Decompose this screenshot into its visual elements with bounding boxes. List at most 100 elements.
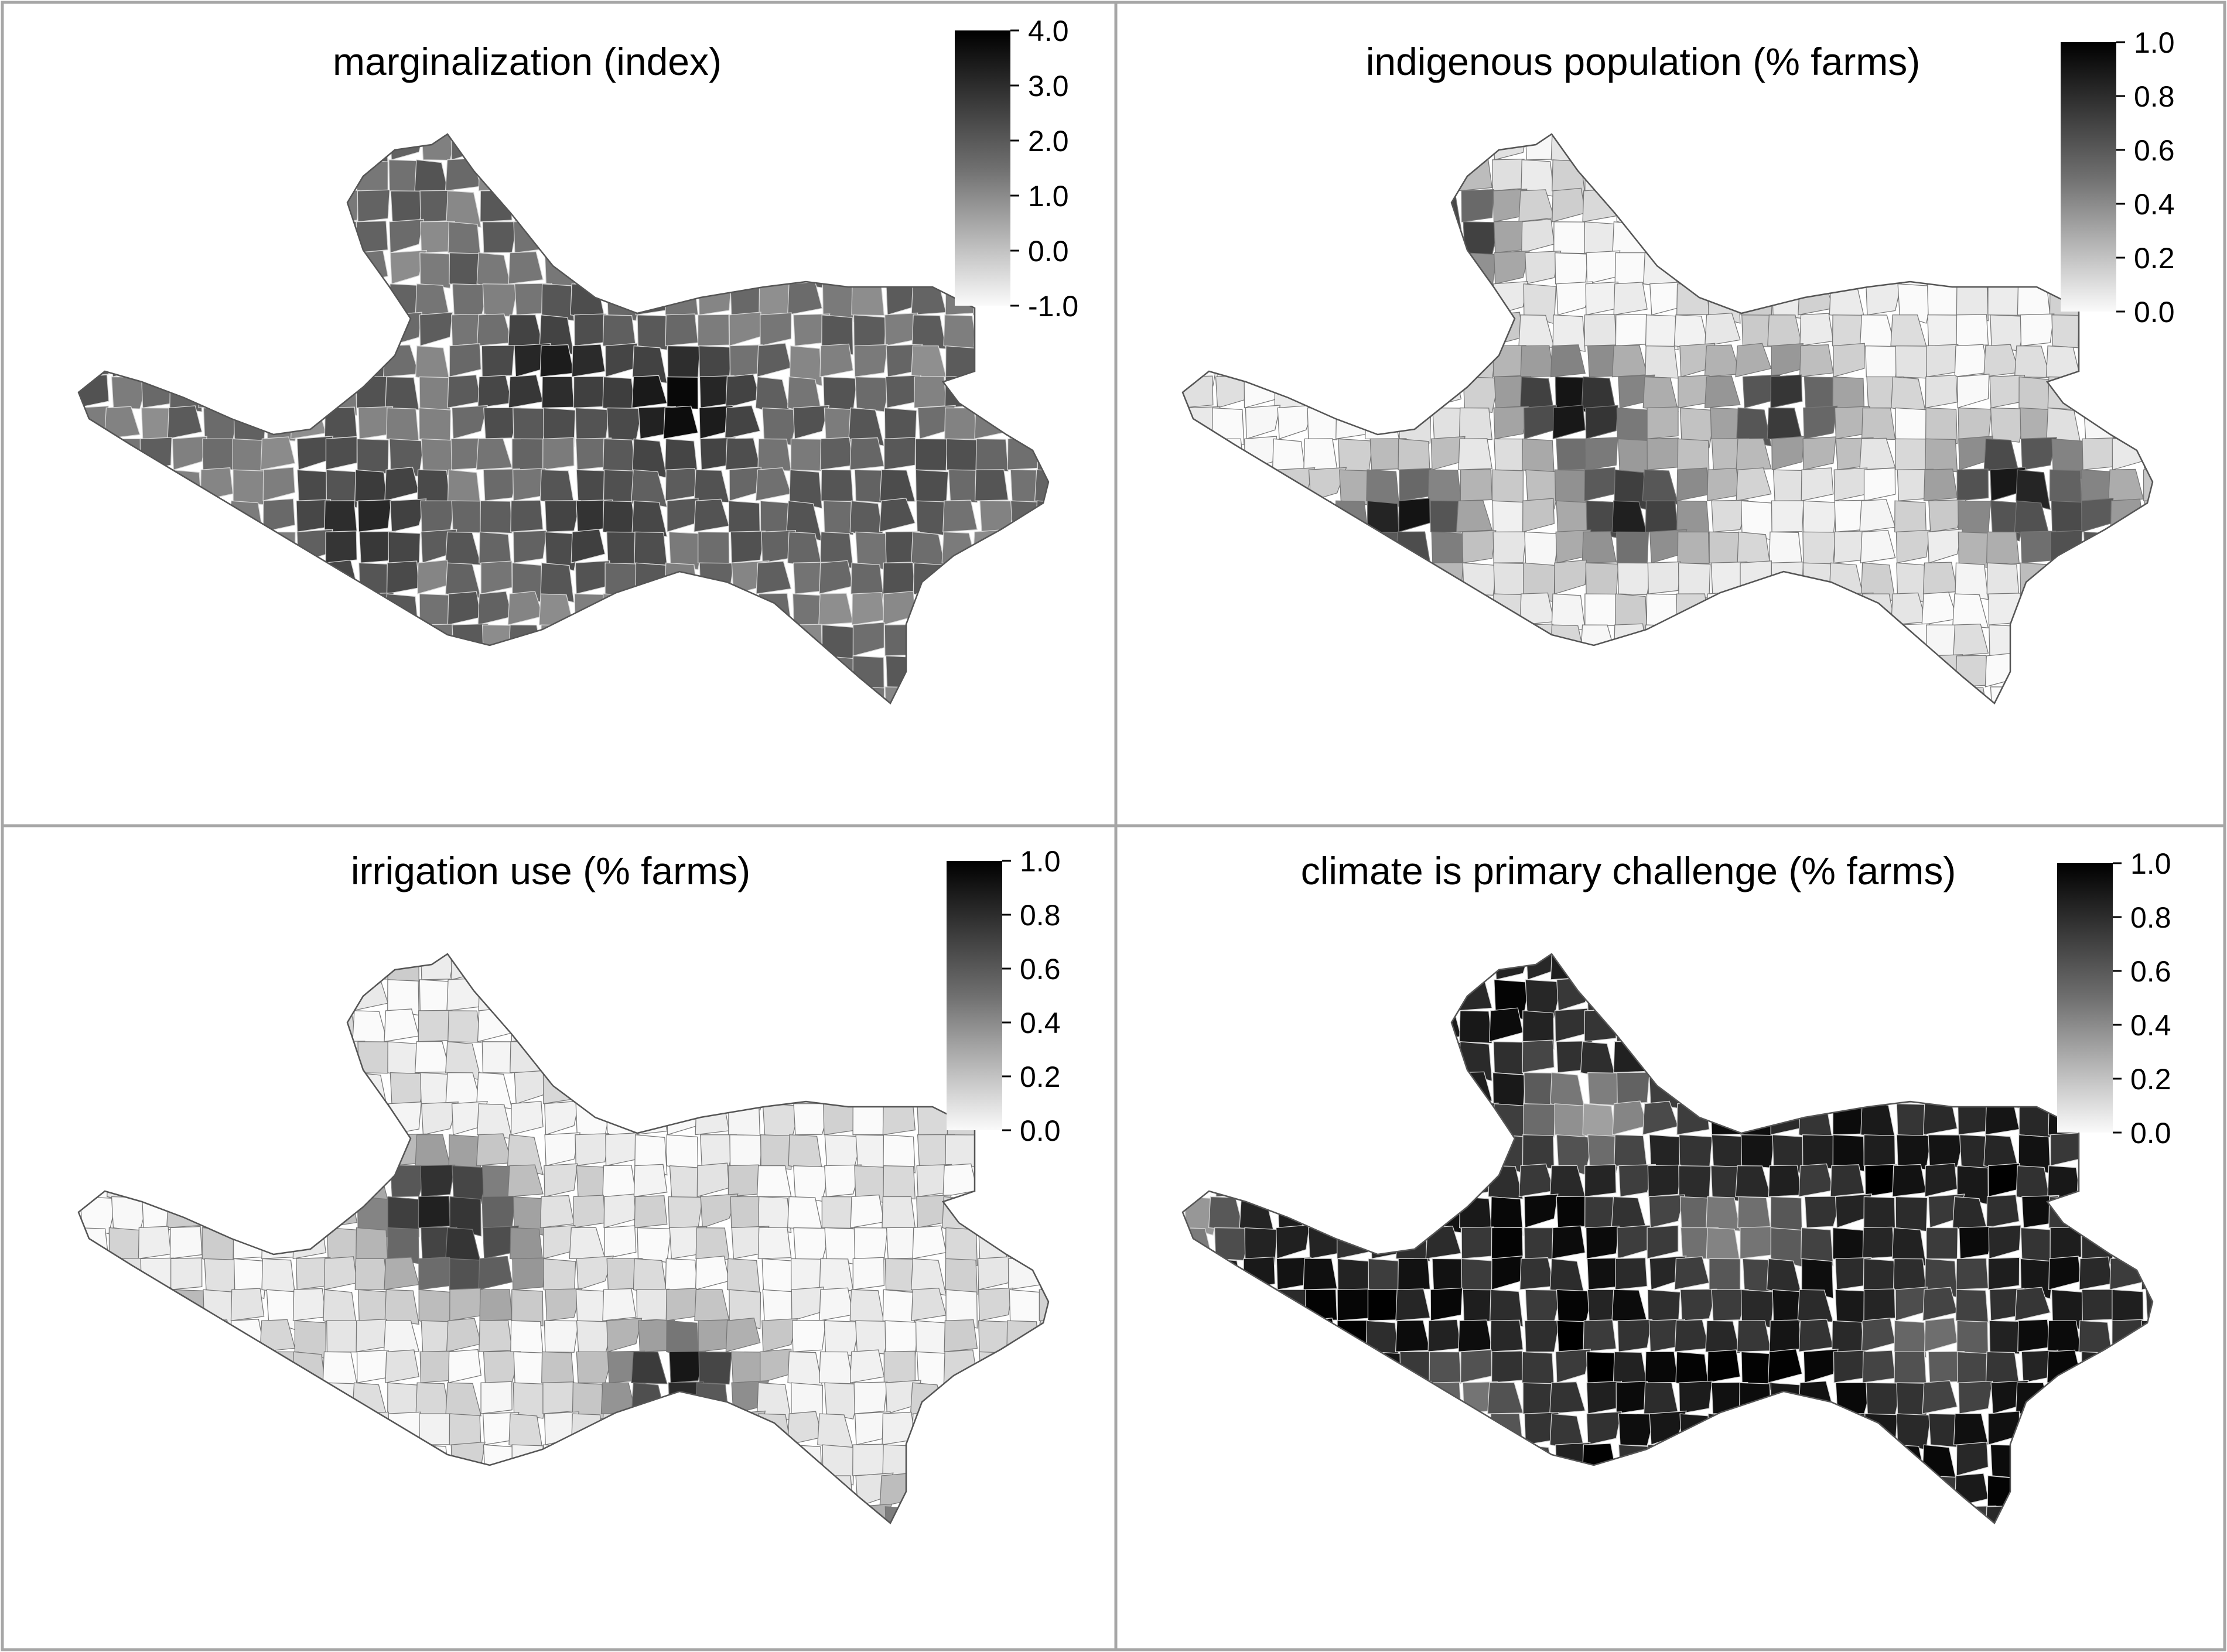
municipality-polygon — [197, 159, 234, 192]
municipality-polygon — [978, 1381, 1013, 1414]
municipality-polygon — [1427, 1319, 1462, 1353]
municipality-polygon — [757, 1196, 792, 1233]
municipality-polygon — [78, 283, 110, 324]
municipality-polygon — [2082, 1444, 2118, 1480]
municipality-polygon — [1554, 559, 1587, 595]
municipality-polygon — [1245, 530, 1282, 563]
municipality-polygon — [1036, 747, 1070, 779]
municipality-polygon — [849, 1349, 885, 1383]
municipality-polygon — [383, 1320, 420, 1352]
municipality-polygon — [2140, 747, 2174, 780]
municipality-polygon — [885, 1568, 918, 1600]
municipality-polygon — [2077, 686, 2113, 703]
municipality-polygon — [326, 1134, 360, 1173]
municipality-polygon — [1073, 685, 1111, 718]
municipality-polygon — [80, 1320, 119, 1354]
municipality-polygon — [1741, 190, 1778, 230]
municipality-polygon — [1210, 1010, 1245, 1048]
municipality-polygon — [418, 1010, 450, 1042]
municipality-polygon — [824, 1164, 862, 1198]
municipality-polygon — [663, 405, 699, 440]
municipality-polygon — [1584, 467, 1617, 502]
municipality-polygon — [793, 220, 831, 254]
municipality-polygon — [229, 134, 265, 160]
municipality-polygon — [1369, 1506, 1405, 1523]
municipality-polygon — [1244, 1569, 1275, 1607]
municipality-polygon — [513, 530, 548, 563]
municipality-polygon — [203, 1072, 241, 1105]
municipality-polygon — [199, 1535, 233, 1569]
municipality-polygon — [1182, 1071, 1214, 1104]
municipality-polygon — [2079, 1256, 2113, 1291]
municipality-polygon — [2139, 559, 2153, 594]
municipality-polygon — [726, 749, 760, 784]
municipality-polygon — [1492, 159, 1525, 191]
municipality-polygon — [1958, 1226, 1995, 1260]
municipality-polygon — [1987, 283, 2020, 316]
municipality-polygon — [818, 593, 854, 625]
municipality-polygon — [1490, 684, 1524, 703]
municipality-polygon — [602, 1165, 637, 1198]
municipality-polygon — [1829, 1474, 1865, 1507]
municipality-polygon — [78, 1227, 110, 1263]
municipality-polygon — [1677, 531, 1710, 564]
municipality-polygon — [1401, 1070, 1438, 1104]
municipality-polygon — [1586, 500, 1621, 538]
municipality-polygon — [105, 156, 141, 191]
municipality-polygon — [727, 1164, 761, 1198]
municipality-polygon — [1959, 1070, 1996, 1104]
municipality-polygon — [1520, 1475, 1555, 1507]
municipality-polygon — [915, 953, 948, 986]
municipality-polygon — [695, 1256, 730, 1291]
municipality-polygon — [1954, 344, 1989, 378]
municipality-polygon — [973, 654, 1009, 688]
municipality-polygon — [325, 1473, 358, 1507]
municipality-polygon — [1865, 345, 1900, 379]
municipality-polygon — [1736, 593, 1772, 632]
municipality-polygon — [698, 282, 732, 316]
municipality-polygon — [2083, 407, 2122, 441]
municipality-polygon — [109, 190, 143, 223]
map-fill-indigenous — [1182, 134, 2174, 780]
municipality-polygon — [514, 159, 551, 196]
municipality-polygon — [694, 498, 730, 533]
municipality-polygon — [136, 1041, 172, 1073]
municipality-polygon — [1458, 1319, 1493, 1353]
municipality-polygon — [696, 1162, 730, 1198]
municipality-polygon — [637, 1227, 672, 1263]
municipality-polygon — [1834, 134, 1870, 162]
municipality-polygon — [295, 1413, 329, 1445]
municipality-polygon — [141, 1442, 176, 1476]
municipality-polygon — [975, 438, 1009, 472]
municipality-polygon — [170, 1351, 203, 1386]
municipality-polygon — [138, 531, 172, 563]
municipality-polygon — [108, 134, 141, 160]
municipality-polygon — [1369, 314, 1405, 349]
municipality-polygon — [295, 1010, 329, 1049]
municipality-polygon — [1771, 1041, 1804, 1073]
municipality-polygon — [790, 134, 823, 160]
municipality-polygon — [1612, 1100, 1648, 1135]
municipality-polygon — [1892, 1164, 1927, 1198]
municipality-polygon — [2113, 407, 2147, 442]
municipality-polygon — [700, 1038, 739, 1073]
municipality-polygon — [1739, 624, 1772, 663]
municipality-polygon — [481, 749, 514, 782]
municipality-polygon — [166, 1102, 203, 1135]
municipality-polygon — [1923, 684, 1958, 703]
municipality-polygon — [322, 1567, 357, 1599]
municipality-polygon — [1184, 220, 1221, 254]
municipality-polygon — [1271, 686, 1307, 703]
municipality-polygon — [2016, 469, 2051, 510]
municipality-polygon — [916, 593, 951, 626]
municipality-polygon — [1395, 1288, 1431, 1321]
municipality-polygon — [543, 1444, 576, 1484]
municipality-polygon — [2050, 1132, 2083, 1167]
municipality-polygon — [262, 498, 296, 533]
municipality-polygon — [1147, 1569, 1182, 1600]
municipality-polygon — [510, 1538, 543, 1575]
municipality-polygon — [2078, 314, 2113, 349]
municipality-polygon — [78, 653, 110, 688]
municipality-polygon — [1494, 717, 1528, 749]
municipality-polygon — [787, 1196, 823, 1232]
